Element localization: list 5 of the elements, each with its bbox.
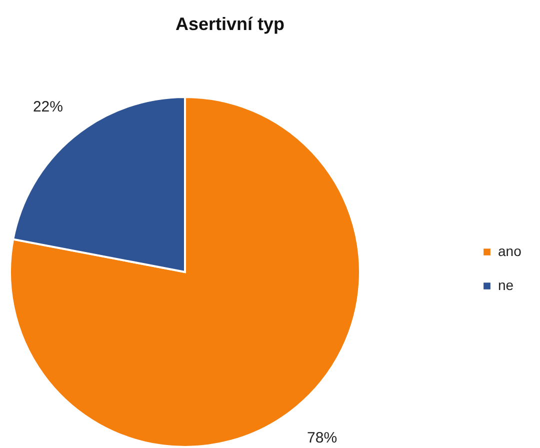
data-label: 78% [307, 430, 338, 447]
legend-label: ne [498, 277, 514, 293]
chart-title: Asertivní typ [175, 14, 285, 34]
legend-label: ano [498, 243, 522, 259]
data-label: 22% [32, 98, 63, 116]
